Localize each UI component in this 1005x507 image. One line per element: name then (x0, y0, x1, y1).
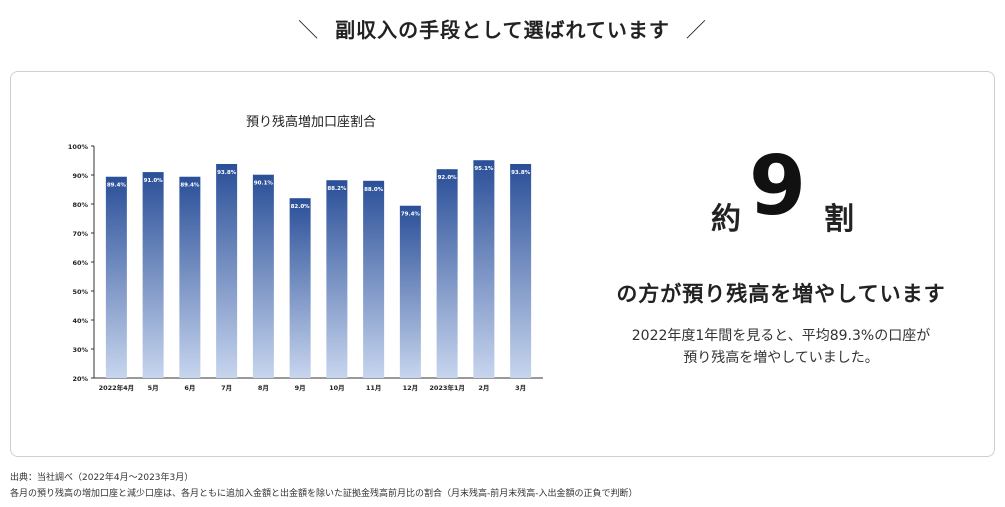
stat-description: 2022年度1年間を見ると、平均89.3%の口座が 預り残高を増やしていました。 (581, 325, 981, 369)
bar (216, 163, 238, 378)
bar (399, 205, 421, 378)
stat-desc-line2: 預り残高を増やしていました。 (683, 350, 879, 366)
stat-highlight: 約 9 割 (581, 146, 981, 238)
bar (510, 163, 532, 378)
bar (436, 169, 458, 378)
bar-value-label: 93.8% (511, 170, 531, 176)
bar-value-label: 82.0% (291, 204, 311, 210)
bar (142, 172, 164, 378)
stat-card: 預り残高増加口座割合 20% 30% 40% 50% 60% 70% 80% 90% 100% … (10, 71, 995, 457)
x-tick-label: 10月 (329, 384, 345, 392)
y-tick-label: 20% (72, 375, 88, 383)
y-tick-label: 50% (72, 288, 88, 296)
y-tick-label: 30% (72, 346, 88, 354)
stat-suffix: 割 (824, 202, 854, 237)
headline-text: 副収入の手段として選ばれています (335, 18, 670, 42)
y-tick-label: 100% (68, 143, 89, 151)
x-tick-label: 8月 (258, 384, 269, 392)
x-tick-label: 2022年4月 (99, 383, 135, 392)
y-tick-label: 60% (72, 259, 88, 267)
x-tick-label: 5月 (148, 384, 159, 392)
y-tick-label: 40% (72, 317, 88, 325)
headline-left-mark: ＼ (298, 18, 320, 42)
bar-value-label: 89.4% (107, 183, 127, 189)
bar (252, 174, 274, 378)
bar-value-label: 90.1% (254, 181, 274, 187)
x-tick-label: 2023年1月 (429, 383, 465, 392)
x-tick-label: 6月 (184, 384, 195, 392)
bar-value-label: 91.0% (144, 178, 164, 184)
bar (363, 180, 385, 378)
stat-subtitle: の方が預り残高を増やしています (616, 282, 946, 306)
stat-prefix: 約 (711, 202, 741, 237)
bar (105, 176, 127, 378)
bar-chart: 預り残高増加口座割合 20%30%40%50%60%70%80%90%100% … (68, 114, 543, 392)
headline-right-mark: ／ (685, 18, 707, 42)
page-headline: ＼ 副収入の手段として選ばれています ／ (0, 14, 1005, 43)
bar-value-label: 92.0% (438, 175, 458, 181)
footnote-note: 各月の預り残高の増加口座と減少口座は、各月ともに追加入金額と出金額を除いた証拠金… (10, 489, 638, 499)
x-tick-label: 2月 (478, 384, 489, 392)
x-tick-label: 9月 (295, 384, 306, 392)
bar-value-label: 88.0% (364, 187, 384, 193)
bar (179, 176, 201, 378)
bar (289, 198, 311, 378)
bar (473, 160, 495, 378)
x-tick-label: 7月 (221, 384, 232, 392)
bar-value-label: 93.8% (217, 170, 237, 176)
chart-title: 預り残高増加口座割合 (246, 114, 376, 130)
stat-number: 9 (749, 139, 807, 234)
x-tick-label: 11月 (366, 384, 382, 392)
bar-value-label: 89.4% (180, 183, 200, 189)
bar-value-label: 88.2% (327, 186, 347, 192)
bar-value-label: 95.1% (474, 166, 494, 172)
footnote-source: 出典：当社調べ（2022年4月〜2023年3月） (10, 473, 194, 483)
y-tick-label: 80% (72, 201, 88, 209)
bar (326, 180, 348, 378)
bar-value-label: 79.4% (401, 212, 421, 218)
stat-desc-line1: 2022年度1年間を見ると、平均89.3%の口座が (631, 328, 931, 344)
x-tick-label: 12月 (403, 384, 419, 392)
y-tick-label: 90% (72, 172, 88, 180)
footnotes: 出典：当社調べ（2022年4月〜2023年3月） 各月の預り残高の増加口座と減少… (10, 470, 638, 502)
y-tick-label: 70% (72, 230, 88, 238)
x-tick-label: 3月 (515, 384, 526, 392)
